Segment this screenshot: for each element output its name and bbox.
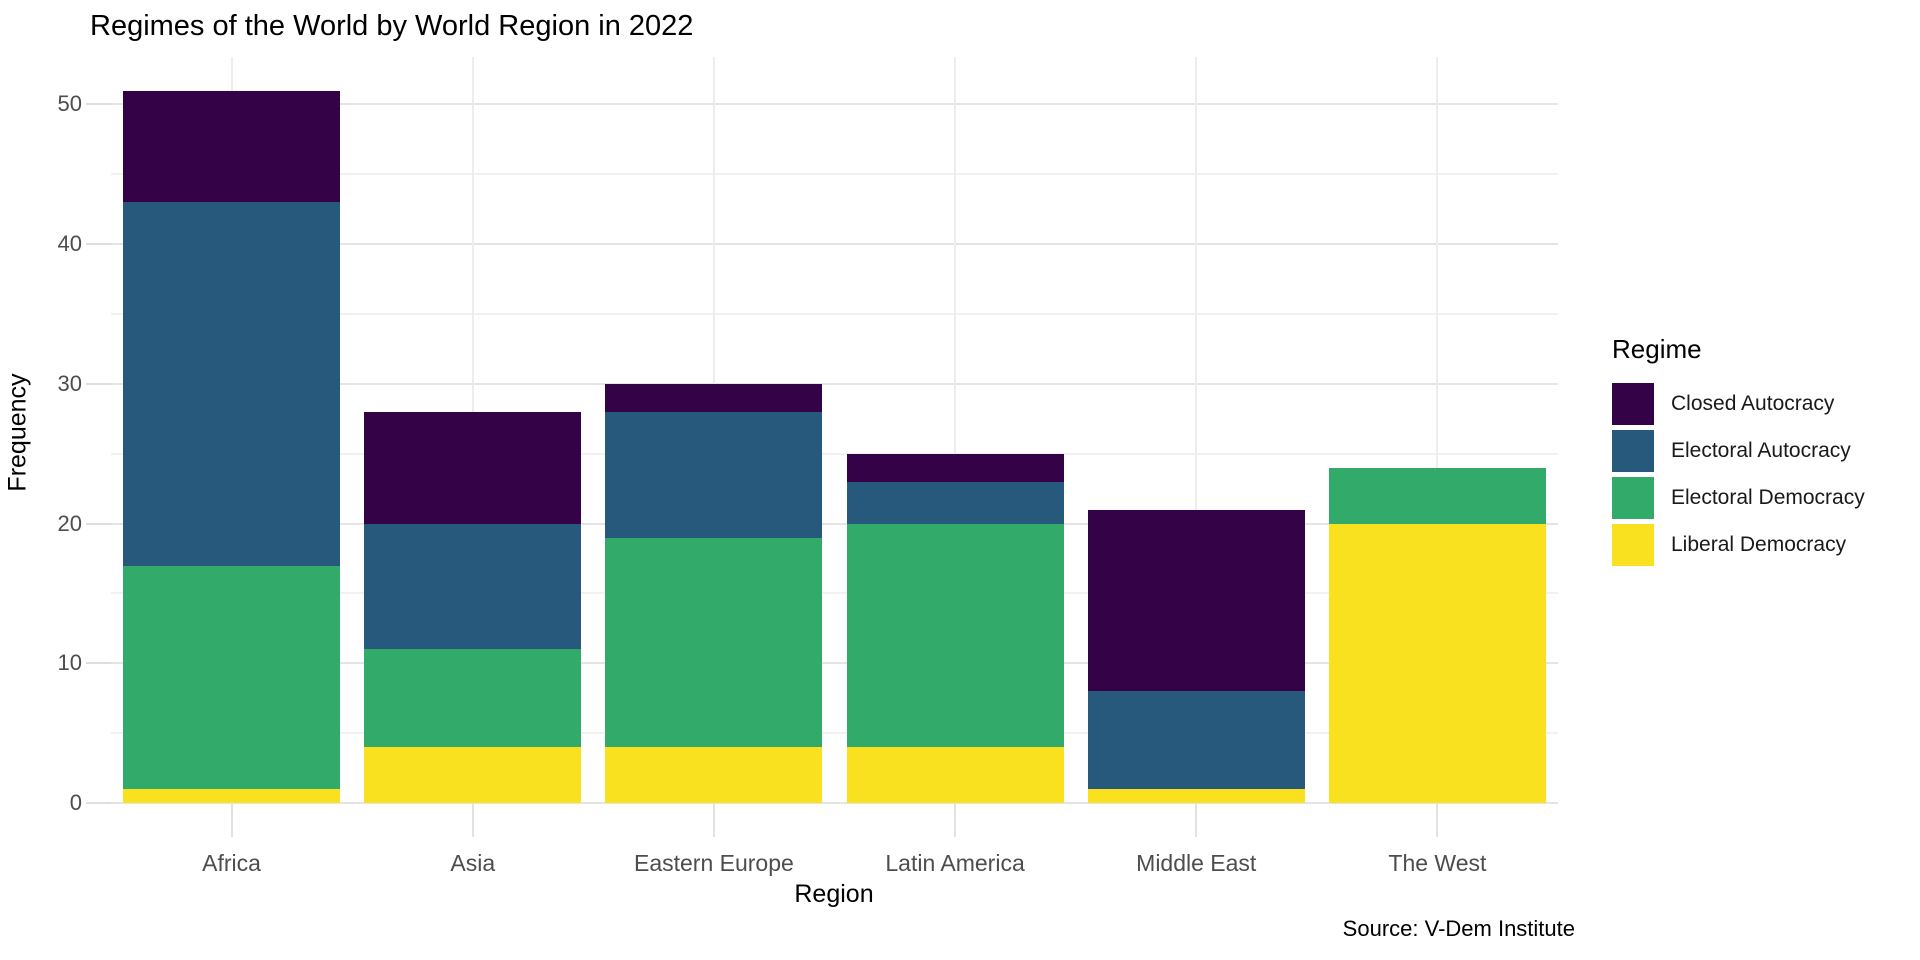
bar-segment-asia-electoral-democracy bbox=[364, 649, 582, 748]
legend-swatch-electoral-autocracy bbox=[1612, 430, 1654, 472]
gridline-y-10 bbox=[111, 662, 1558, 665]
x-label-middle-east: Middle East bbox=[1136, 850, 1257, 876]
gridline-y-minor-25 bbox=[111, 452, 1558, 455]
gridline-x-latin-america bbox=[954, 57, 957, 803]
gridline-x-the-west bbox=[1436, 57, 1439, 803]
x-tick-middle-east bbox=[1195, 803, 1198, 837]
y-tick-label-40: 40 bbox=[57, 231, 82, 257]
y-tick-label-10: 10 bbox=[57, 650, 82, 676]
gridline-y-20 bbox=[111, 522, 1558, 525]
bar-segment-middle-east-liberal-democracy bbox=[1087, 789, 1305, 803]
gridline-x-middle-east bbox=[1195, 57, 1198, 803]
y-tick-30 bbox=[86, 382, 111, 385]
bar-segment-eastern-europe-closed-autocracy bbox=[605, 383, 823, 412]
x-tick-africa bbox=[230, 803, 233, 837]
x-label-asia: Asia bbox=[450, 850, 496, 876]
bar-segment-asia-electoral-autocracy bbox=[364, 523, 582, 650]
x-label-latin-america: Latin America bbox=[885, 850, 1025, 876]
bar-segment-middle-east-closed-autocracy bbox=[1087, 509, 1305, 692]
gridline-y-minor-15 bbox=[111, 592, 1558, 595]
y-tick-label-50: 50 bbox=[57, 91, 82, 117]
y-tick-0 bbox=[86, 802, 111, 804]
legend-swatch-electoral-democracy bbox=[1612, 477, 1654, 519]
legend-item-liberal-democracy: Liberal Democracy bbox=[1612, 524, 1912, 566]
legend-item-electoral-democracy: Electoral Democracy bbox=[1612, 477, 1912, 519]
bar-segment-latin-america-closed-autocracy bbox=[846, 453, 1064, 482]
legend-title: Regime bbox=[1612, 334, 1702, 364]
bar-segment-africa-liberal-democracy bbox=[123, 789, 341, 803]
y-tick-20 bbox=[86, 522, 111, 525]
bar-segment-latin-america-electoral-democracy bbox=[846, 523, 1064, 748]
legend-label-closed-autocracy: Closed Autocracy bbox=[1671, 392, 1835, 415]
legend-swatch-liberal-democracy bbox=[1612, 524, 1654, 566]
x-label-africa: Africa bbox=[202, 850, 261, 876]
legend: Regime Closed Autocracy Electoral Autocra… bbox=[1612, 334, 1912, 571]
legend-items: Closed Autocracy Electoral Autocracy Elect… bbox=[1612, 383, 1912, 566]
gridline-y-minor-5 bbox=[111, 732, 1558, 735]
gridline-y-40 bbox=[111, 243, 1558, 246]
legend-item-closed-autocracy: Closed Autocracy bbox=[1612, 383, 1912, 425]
bar-segment-middle-east-electoral-autocracy bbox=[1087, 691, 1305, 790]
x-label-the-west: The West bbox=[1388, 850, 1487, 876]
bar-segment-latin-america-electoral-autocracy bbox=[846, 481, 1064, 524]
legend-label-liberal-democracy: Liberal Democracy bbox=[1671, 533, 1847, 556]
x-tick-the-west bbox=[1436, 803, 1439, 837]
y-tick-40 bbox=[86, 243, 111, 246]
y-axis-title: Frequency bbox=[3, 373, 32, 492]
y-tick-50 bbox=[86, 103, 111, 106]
x-tick-asia bbox=[471, 803, 474, 837]
x-tick-eastern-europe bbox=[712, 803, 715, 837]
bar-segment-latin-america-liberal-democracy bbox=[846, 747, 1064, 803]
y-tick-label-30: 30 bbox=[57, 370, 82, 396]
bar-segment-africa-closed-autocracy bbox=[123, 90, 341, 203]
legend-label-electoral-democracy: Electoral Democracy bbox=[1671, 486, 1865, 509]
y-tick-10 bbox=[86, 662, 111, 665]
source-caption: Source: V-Dem Institute bbox=[1342, 916, 1575, 941]
x-label-eastern-europe: Eastern Europe bbox=[633, 850, 794, 876]
legend-label-electoral-autocracy: Electoral Autocracy bbox=[1671, 439, 1851, 462]
bar-segment-asia-closed-autocracy bbox=[364, 411, 582, 524]
bar-segment-eastern-europe-electoral-democracy bbox=[605, 537, 823, 748]
y-tick-label-0: 0 bbox=[69, 790, 82, 815]
bar-segment-eastern-europe-electoral-autocracy bbox=[605, 411, 823, 538]
gridline-y-30 bbox=[111, 382, 1558, 385]
gridline-y-0 bbox=[111, 802, 1558, 804]
legend-item-electoral-autocracy: Electoral Autocracy bbox=[1612, 430, 1912, 472]
x-tick-latin-america bbox=[954, 803, 957, 837]
bar-segment-the-west-electoral-democracy bbox=[1328, 467, 1546, 524]
bar-segment-africa-electoral-democracy bbox=[123, 565, 341, 790]
gridline-y-50 bbox=[111, 103, 1558, 106]
y-tick-label-20: 20 bbox=[57, 510, 82, 536]
x-axis-title: Region bbox=[794, 880, 874, 908]
bar-segment-eastern-europe-liberal-democracy bbox=[605, 747, 823, 803]
legend-swatch-closed-autocracy bbox=[1612, 383, 1654, 425]
bar-segment-africa-electoral-autocracy bbox=[123, 202, 341, 566]
bar-segment-the-west-liberal-democracy bbox=[1328, 523, 1546, 803]
plot-panel bbox=[111, 57, 1558, 804]
chart-title: Regimes of the World by World Region in … bbox=[90, 10, 694, 42]
gridline-y-minor-45 bbox=[111, 173, 1558, 176]
gridline-y-minor-35 bbox=[111, 313, 1558, 316]
bar-segment-asia-liberal-democracy bbox=[364, 747, 582, 803]
